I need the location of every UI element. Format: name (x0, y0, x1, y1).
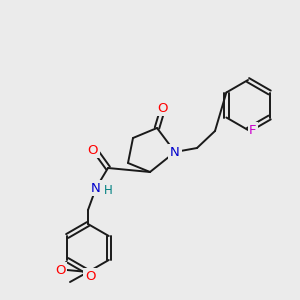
Text: O: O (55, 263, 65, 277)
Text: H: H (103, 184, 112, 196)
Text: N: N (170, 146, 180, 158)
Text: O: O (88, 143, 98, 157)
Text: N: N (91, 182, 101, 194)
Text: O: O (158, 101, 168, 115)
Text: O: O (85, 269, 95, 283)
Text: F: F (249, 124, 257, 136)
